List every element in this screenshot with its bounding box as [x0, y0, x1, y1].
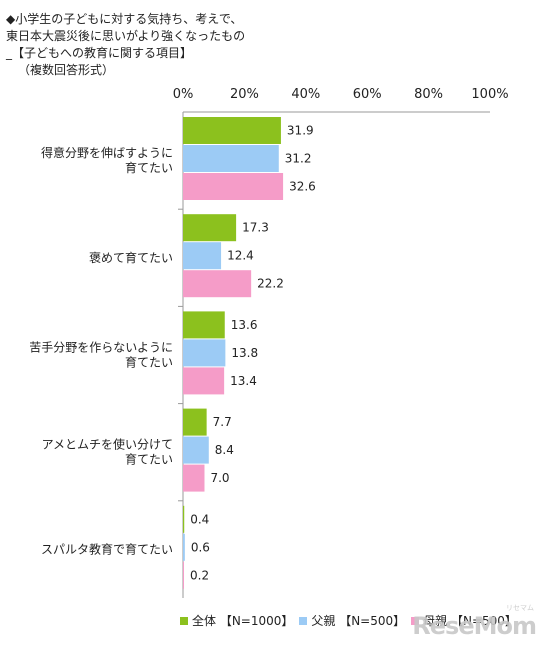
data-label: 31.9 — [287, 124, 314, 138]
category-label: 育てたい — [125, 160, 173, 175]
bar-mother — [183, 270, 252, 298]
bar-all — [183, 311, 225, 339]
bar-mother — [183, 561, 184, 589]
bar-chart: 0% 20% 40% 60% 80% 100% 31.9 31.2 32.6 得意分野を伸ばすよう… — [29, 87, 509, 598]
bar-father — [183, 436, 209, 464]
x-tick-label: 20% — [230, 87, 259, 102]
data-label: 17.3 — [242, 221, 269, 235]
chart-title-line-1: ◆小学生の子どもに対する気持ち、考えで、 — [6, 12, 243, 26]
bar-all — [183, 505, 185, 533]
category-label: 育てたい — [125, 355, 173, 370]
legend-swatch-mother — [411, 616, 420, 625]
data-label: 7.7 — [213, 415, 232, 429]
category-label: 褒めて育てたい — [89, 250, 173, 265]
x-tick-label: 60% — [353, 87, 382, 102]
legend-item-mother: 母親 【N=500】 — [411, 612, 517, 629]
category-label: 得意分野を伸ばすように — [41, 145, 173, 160]
data-label: 7.0 — [210, 471, 229, 485]
bar-all — [183, 408, 207, 436]
chart-legend: 全体 【N=1000】 父親 【N=500】 母親 【N=500】 — [180, 612, 523, 629]
bar-mother — [183, 367, 225, 395]
data-label: 8.4 — [215, 443, 234, 457]
data-label: 13.4 — [230, 374, 257, 388]
chart-title-line-2: 東日本大震災後に思いがより強くなったもの — [6, 29, 246, 43]
data-label: 22.2 — [257, 277, 284, 291]
category-label: 苦手分野を作らないように — [29, 341, 173, 355]
resemom-logo-sub: リセマム — [506, 604, 534, 612]
resemom-logo-text: ReseMom — [412, 612, 537, 640]
legend-label-mother: 母親 【N=500】 — [423, 614, 517, 628]
category-label: 育てたい — [125, 452, 173, 467]
bar-father — [183, 339, 226, 367]
bar-all — [183, 214, 237, 242]
legend-label-father: 父親 【N=500】 — [311, 614, 406, 628]
category-label: スパルタ教育で育てたい — [41, 541, 173, 556]
bar-father — [183, 145, 279, 172]
data-label: 0.4 — [190, 512, 209, 526]
x-tick-label: 40% — [291, 87, 320, 102]
legend-swatch-all — [180, 616, 188, 625]
legend-item-all: 全体 【N=1000】 — [180, 612, 293, 629]
legend-item-father: 父親 【N=500】 — [299, 612, 405, 629]
x-tick-label: 80% — [414, 87, 443, 102]
chart-title-line-3: _【子どもへの教育に関する項目】 — [6, 46, 193, 60]
data-label: 32.6 — [289, 180, 316, 194]
bar-mother — [183, 173, 284, 200]
data-label: 13.6 — [231, 318, 258, 332]
resemom-logo: リセマム ReseMom — [412, 604, 537, 640]
data-label: 31.2 — [285, 152, 312, 166]
x-tick-label: 100% — [471, 87, 508, 102]
bar-all — [183, 117, 281, 144]
chart-title-line-4: （複数回答形式） — [18, 63, 115, 77]
data-label: 12.4 — [227, 249, 254, 263]
legend-label-all: 全体 【N=1000】 — [192, 614, 294, 628]
bar-mother — [183, 464, 205, 492]
x-tick-label: 0% — [173, 87, 194, 102]
data-label: 0.6 — [191, 540, 210, 554]
bar-father — [183, 242, 222, 270]
bar-father — [183, 533, 185, 561]
category-label: アメとムチを使い分けて — [42, 437, 173, 452]
data-label: 0.2 — [190, 568, 209, 582]
data-label: 13.8 — [231, 346, 258, 360]
legend-swatch-father — [299, 616, 308, 625]
